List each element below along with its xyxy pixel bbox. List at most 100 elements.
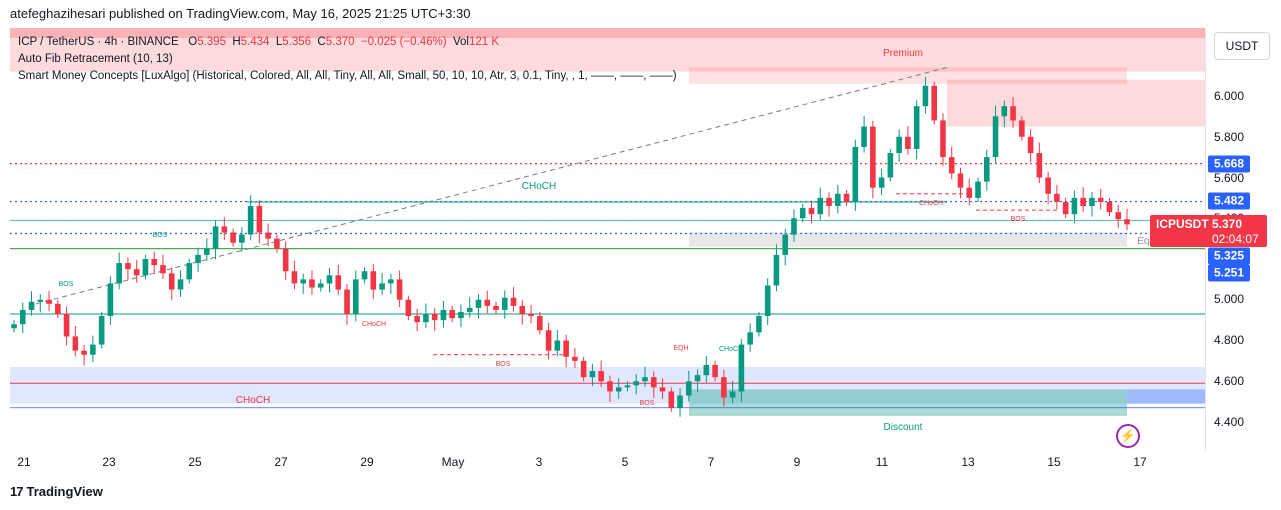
level-tag-5325: 5.325 — [1208, 247, 1251, 265]
candle-body — [922, 85, 929, 107]
candle-body — [98, 316, 105, 345]
candle-body — [423, 314, 429, 323]
change-value: −0.025 (−0.46%) — [360, 36, 447, 48]
indicator-fib[interactable]: Auto Fib Retracement (10, 13) — [18, 53, 173, 65]
low-value: 5.356 — [282, 36, 312, 48]
price-axis[interactable]: USDT 6.000 5.800 5.600 5.400 5.000 4.800… — [1205, 28, 1281, 450]
candle-body — [37, 299, 44, 302]
candle-body — [186, 263, 193, 280]
candle-body — [212, 226, 219, 249]
price-tick: 4.600 — [1214, 374, 1245, 388]
candle-body — [633, 381, 640, 386]
candle-body — [870, 126, 876, 188]
candle-body — [379, 283, 385, 290]
candle-body — [519, 305, 526, 315]
footer-brand: TradingView — [26, 484, 103, 499]
candle-body — [72, 336, 79, 351]
bos-label-2: BOS — [152, 232, 168, 239]
candle-body — [598, 371, 604, 382]
candle-body — [677, 395, 683, 408]
low-label: L — [275, 36, 283, 48]
demand-block — [689, 389, 1127, 416]
current-price-tag: ICPUSDT 5.370 02:04:07 — [1150, 215, 1267, 247]
bar-countdown: 02:04:07 — [1212, 232, 1259, 246]
legend-symbol[interactable]: ICP / TetherUS · 4h · BINANCE — [18, 36, 179, 48]
lightning-icon[interactable]: ⚡ — [1116, 424, 1140, 448]
candle-body — [352, 279, 359, 315]
tradingview-footer[interactable]: 17 TradingView — [10, 484, 103, 499]
time-label: 23 — [102, 455, 116, 469]
candlestick-chart[interactable] — [10, 28, 1205, 450]
candle-body — [449, 309, 455, 319]
candle-body — [431, 314, 438, 321]
time-label: 9 — [793, 455, 801, 469]
published-header: atefeghazihesari published on TradingVie… — [10, 6, 471, 21]
candle-body — [28, 301, 35, 310]
candle-body — [782, 234, 789, 255]
candle-body — [1010, 106, 1016, 121]
time-label: May — [441, 455, 465, 469]
candle-body — [528, 314, 534, 317]
candle-body — [107, 283, 114, 317]
candle-body — [694, 375, 701, 382]
candle-body — [580, 360, 587, 378]
candle-body — [650, 377, 657, 388]
candle-body — [265, 232, 271, 239]
supply-block — [947, 79, 1205, 127]
candle-body — [475, 299, 482, 308]
candle-body — [738, 344, 745, 392]
candle-body — [992, 116, 999, 158]
candle-body — [852, 146, 859, 202]
candle-body — [791, 218, 797, 235]
price-tick: 5.600 — [1214, 171, 1245, 185]
candle-body — [160, 265, 166, 274]
candle-body — [81, 350, 87, 355]
currency-button[interactable]: USDT — [1214, 32, 1270, 60]
candle-body — [615, 387, 622, 392]
time-label: 25 — [188, 455, 202, 469]
candle-body — [344, 289, 350, 315]
candle-body — [826, 197, 832, 207]
candle-body — [905, 136, 911, 149]
candle-body — [563, 340, 569, 357]
candle-body — [712, 364, 718, 378]
close-value: 5.370 — [325, 36, 355, 48]
candle-body — [19, 309, 26, 325]
candle-body — [983, 157, 990, 182]
open-label: O — [188, 36, 198, 48]
time-axis[interactable]: 21 23 25 27 29 May 3 5 7 9 11 13 15 17 — [10, 450, 1205, 472]
candle-body — [589, 371, 596, 378]
candle-body — [896, 136, 902, 154]
candle-body — [1124, 219, 1130, 225]
candle-body — [1071, 197, 1078, 215]
candle-body — [764, 285, 771, 317]
time-label: 5 — [621, 455, 629, 469]
candle-body — [1027, 136, 1034, 154]
candle-body — [756, 316, 762, 333]
candle-body — [309, 279, 315, 288]
ohlc-row[interactable]: ICP / TetherUS · 4h · BINANCE O5.395 H5.… — [18, 34, 677, 51]
chart-area[interactable]: ICP / TetherUS · 4h · BINANCE O5.395 H5.… — [10, 28, 1205, 450]
candle-body — [501, 297, 508, 310]
candle-body — [834, 193, 841, 207]
candle-body — [291, 271, 298, 284]
volume-label: Vol — [452, 36, 469, 48]
tradingview-logo-icon: 17 — [10, 484, 24, 499]
candle-body — [90, 344, 96, 355]
candle-body — [931, 85, 937, 121]
fib-trend-line — [35, 66, 948, 305]
discount-label: Discount — [883, 422, 923, 433]
candle-body — [957, 173, 964, 188]
candle-body — [913, 106, 920, 149]
time-label: 17 — [1133, 455, 1147, 469]
candle-body — [230, 232, 236, 243]
indicator-smc[interactable]: Smart Money Concepts [LuxAlgo] (Historic… — [18, 70, 677, 82]
discount-edge — [1127, 389, 1205, 404]
candle-body — [878, 177, 885, 188]
choch-small-1: CHoCH — [361, 321, 387, 328]
choch-small-2: CHoCH — [718, 346, 744, 353]
candle-body — [729, 391, 736, 398]
volume-value: 121 K — [468, 36, 500, 48]
price-tick: 5.000 — [1214, 292, 1245, 306]
candle-body — [317, 283, 324, 288]
